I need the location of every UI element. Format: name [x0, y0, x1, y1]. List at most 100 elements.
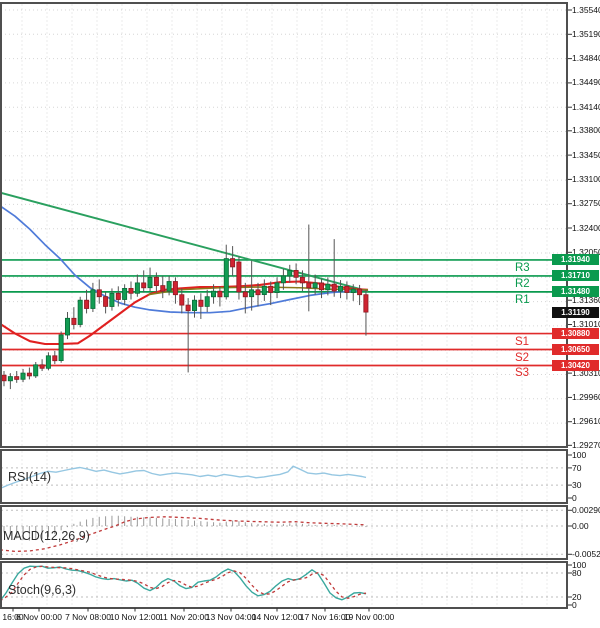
macd-panel-label: MACD(12,26,9): [3, 529, 90, 543]
price-axis-label: 1.32750: [572, 198, 600, 209]
stoch-k-line: [0, 565, 367, 602]
price-axis-label: 1.32050: [572, 246, 600, 257]
price-axis-label: 1.34490: [572, 77, 600, 88]
macd-axis-label: -0.005233: [572, 549, 600, 560]
rsi-axis-label: 100: [572, 450, 587, 460]
macd-signal-line: [0, 516, 367, 553]
price-axis-label: 1.32400: [572, 222, 600, 233]
candle-body: [204, 296, 210, 307]
candle-body: [128, 287, 134, 294]
price-axis-label: 1.31010: [572, 319, 600, 330]
macd-axis-label: 0.00: [572, 521, 589, 531]
candle-body: [153, 276, 159, 286]
candle-body: [344, 285, 350, 293]
price-badge-130880: 1.30880: [552, 328, 599, 340]
price-axis-label: 1.31360: [572, 294, 600, 305]
candle-body: [109, 292, 115, 307]
stoch-axis-label: 0: [572, 600, 577, 610]
time-axis-label: 17 Nov 16:00: [299, 612, 351, 622]
price-axis-label: 1.35190: [572, 28, 600, 39]
rsi-axis-label: 70: [572, 462, 582, 473]
candle-body: [33, 364, 39, 377]
stoch-panel-label: Stoch(9,6,3): [8, 583, 77, 597]
candle-body: [103, 296, 109, 307]
panel-border-1: [0, 449, 568, 504]
candle-body: [179, 294, 185, 306]
price-axis-label: 1.33800: [572, 125, 600, 136]
level-label-r3: R3: [515, 261, 530, 274]
candle-body: [58, 334, 64, 361]
candle-body: [255, 289, 261, 296]
candle-body: [318, 282, 324, 291]
candle-body: [299, 276, 305, 284]
trendline: [0, 191, 369, 293]
candle-body: [357, 288, 363, 296]
level-label-s1: S1: [515, 335, 530, 348]
candle-body: [52, 355, 58, 362]
candle-body: [280, 275, 286, 284]
panel-border-2: [0, 505, 568, 560]
stoch-axis-label: 80: [572, 568, 582, 578]
candle-body: [7, 376, 13, 382]
level-label-r1: R1: [515, 293, 530, 306]
candle-body: [325, 283, 331, 291]
price-axis-label: 1.33100: [572, 173, 600, 184]
candle-body: [312, 282, 318, 289]
price-badge-131480: 1.31480: [552, 286, 599, 298]
candle-body: [77, 299, 83, 325]
time-axis-label: 13 Nov 04:00: [205, 612, 257, 622]
candle-body: [65, 317, 71, 336]
candle-body: [147, 276, 153, 289]
stoch-d-line: [0, 565, 367, 602]
candle-body: [71, 317, 77, 325]
candle-body: [223, 258, 229, 298]
price-badge-131190: 1.31190: [552, 306, 599, 318]
candle-body: [26, 372, 32, 377]
candle-body: [210, 290, 216, 298]
candle-body: [293, 269, 299, 278]
price-badge-131940: 1.31940: [552, 254, 599, 266]
candle-body: [84, 299, 90, 309]
candle-body: [350, 288, 356, 294]
price-axis-label: 1.30310: [572, 367, 600, 378]
macd-axis-label: 0.002909: [572, 505, 600, 516]
rsi-axis-label: 0: [572, 493, 577, 503]
candle-body: [236, 261, 242, 293]
time-axis-label: 16:00: [2, 612, 24, 622]
price-badge-130420: 1.30420: [552, 359, 599, 371]
candle-body: [134, 282, 140, 294]
candle-body: [268, 285, 274, 293]
candle-body: [185, 304, 191, 312]
candle-body: [115, 292, 121, 300]
candle-body: [217, 290, 223, 298]
candle-body: [172, 281, 178, 296]
rsi-axis-label: 30: [572, 480, 582, 491]
price-badge-130650: 1.30650: [552, 344, 599, 355]
time-axis-label: 19 Nov 00:00: [343, 612, 395, 622]
time-axis-label: 7 Nov 08:00: [65, 612, 111, 622]
candle-body: [39, 364, 45, 369]
candle-body: [90, 289, 96, 309]
price-axis-label: 1.34840: [572, 53, 600, 64]
panel-border-0: [0, 2, 568, 448]
price-axis-label: 1.35540: [572, 4, 600, 15]
time-axis-label: 14 Nov 12:00: [251, 612, 303, 622]
candle-body: [96, 289, 102, 298]
ma-blue-slow: [0, 205, 369, 314]
panel-border-3: [0, 561, 568, 609]
candle-body: [166, 281, 172, 292]
price-badge-131710: 1.31710: [552, 270, 599, 282]
candle-body: [160, 285, 166, 292]
candle-body: [45, 355, 51, 369]
candle-body: [261, 285, 267, 295]
level-label-r2: R2: [515, 277, 530, 290]
candle-body: [306, 282, 312, 289]
candle-body: [331, 283, 337, 292]
candle-body: [198, 299, 204, 307]
time-axis-label: 10 Nov 12:00: [109, 612, 161, 622]
candle-body: [337, 285, 343, 292]
rsi-panel-label: RSI(14): [8, 470, 52, 484]
candle-body: [287, 269, 293, 277]
